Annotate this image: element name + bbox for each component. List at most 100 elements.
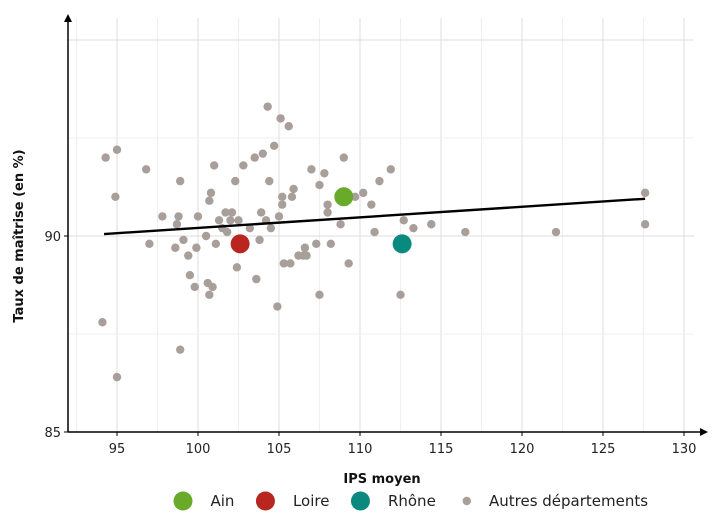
y-tick-labels: 85 90 — [44, 230, 61, 441]
data-point — [284, 122, 293, 131]
highlight-point — [334, 187, 354, 207]
data-point — [274, 212, 284, 221]
data-point — [312, 239, 321, 249]
data-point — [640, 220, 650, 229]
data-point — [222, 227, 232, 237]
data-point — [336, 220, 345, 229]
x-tick-label: 95 — [109, 442, 126, 457]
data-point — [226, 216, 235, 225]
data-point — [206, 188, 216, 198]
legend-marker — [462, 496, 471, 506]
data-point — [315, 290, 324, 299]
data-point — [287, 192, 297, 201]
data-point — [278, 192, 287, 201]
data-point — [273, 302, 282, 311]
x-tick-label: 110 — [348, 442, 373, 457]
legend-label: Loire — [293, 492, 330, 510]
data-point — [289, 184, 298, 194]
x-tick-label: 100 — [186, 442, 211, 457]
data-point — [266, 223, 276, 233]
data-point — [640, 188, 650, 198]
data-point — [265, 176, 274, 186]
data-point — [221, 208, 230, 217]
data-point — [101, 153, 110, 162]
data-point — [386, 165, 395, 174]
data-point — [258, 149, 267, 158]
data-point — [192, 243, 201, 252]
data-point — [307, 165, 316, 174]
data-point — [409, 223, 418, 233]
data-point — [263, 102, 272, 111]
x-tick-label: 115 — [429, 442, 454, 457]
legend: Ain Loire Rhône Autres départements — [173, 491, 648, 511]
data-point — [269, 141, 279, 151]
data-point — [367, 200, 376, 209]
legend-label: Ain — [211, 492, 235, 510]
data-point — [300, 243, 310, 252]
data-point — [276, 114, 285, 123]
data-point — [205, 290, 214, 299]
data-point — [339, 153, 348, 162]
data-point — [231, 176, 240, 186]
y-tick-label: 85 — [44, 426, 61, 441]
data-point — [205, 196, 214, 205]
data-point — [344, 259, 353, 268]
data-point — [174, 212, 183, 221]
legend-marker — [255, 491, 275, 511]
data-point — [250, 153, 259, 162]
grid-lines — [68, 18, 694, 433]
legend-label: Autres départements — [489, 492, 648, 510]
data-point — [193, 212, 203, 221]
x-axis-title: IPS moyen — [343, 472, 420, 487]
data-point — [279, 259, 289, 268]
y-tick-label: 90 — [44, 230, 61, 245]
data-point — [214, 216, 224, 225]
data-point — [396, 290, 405, 299]
data-point — [190, 282, 199, 292]
data-point — [98, 318, 107, 327]
legend-marker — [173, 491, 193, 511]
data-point — [320, 169, 329, 178]
x-tick-labels: 95 100 105 110 115 120 125 130 — [109, 442, 697, 457]
data-point — [184, 251, 193, 260]
data-point — [141, 165, 151, 174]
data-point — [232, 263, 242, 272]
data-point — [399, 216, 408, 225]
legend-label: Rhône — [388, 492, 436, 510]
data-point — [370, 227, 379, 237]
data-point — [112, 145, 122, 154]
data-point — [227, 208, 237, 217]
data-point — [323, 200, 332, 209]
data-point — [427, 220, 436, 229]
data-point — [255, 235, 264, 245]
data-point — [158, 212, 167, 221]
data-point — [375, 176, 384, 186]
data-point — [208, 282, 217, 292]
data-point — [201, 231, 211, 241]
data-point — [175, 345, 185, 354]
data-point — [302, 251, 311, 260]
data-point — [359, 188, 368, 198]
data-point — [252, 274, 261, 284]
data-points — [98, 102, 650, 382]
x-tick-label: 105 — [267, 442, 292, 457]
data-point — [551, 227, 561, 237]
trend-line-group — [103, 197, 646, 236]
x-tick-label: 120 — [510, 442, 535, 457]
x-tick-label: 125 — [591, 442, 616, 457]
data-point — [323, 208, 332, 217]
data-point — [234, 216, 243, 225]
y-axis-arrow — [64, 14, 72, 22]
data-point — [256, 208, 266, 217]
x-tick-label: 130 — [672, 442, 697, 457]
data-point — [461, 227, 470, 237]
data-point — [210, 161, 219, 170]
data-point — [111, 192, 120, 201]
data-point — [185, 271, 195, 280]
highlight-point — [230, 234, 250, 254]
x-axis-arrow — [700, 428, 708, 436]
data-point — [245, 223, 255, 233]
data-point — [112, 372, 122, 382]
data-point — [326, 239, 336, 249]
trend-line — [103, 197, 646, 236]
